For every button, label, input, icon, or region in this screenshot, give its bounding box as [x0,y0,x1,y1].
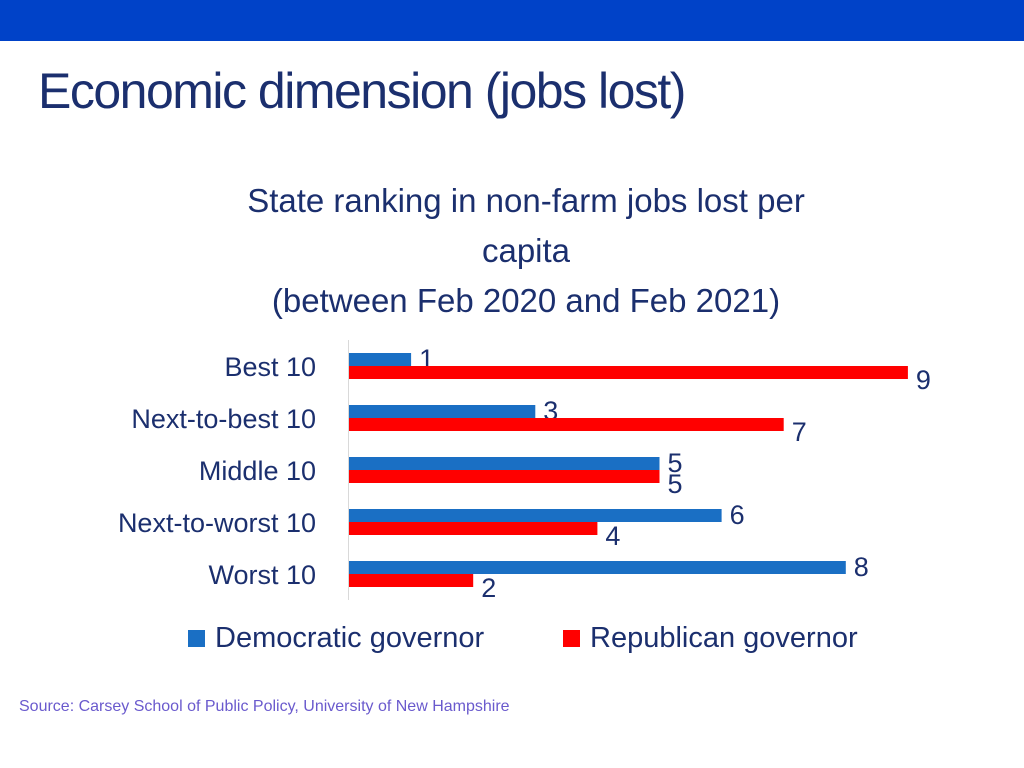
bar-democratic [349,509,722,522]
category-label: Worst 10 [208,560,316,590]
legend-label-democratic: Democratic governor [215,622,485,654]
data-label-republican: 5 [668,469,683,499]
legend-swatch-democratic [188,630,205,647]
legend-swatch-republican [563,630,580,647]
data-label-republican: 9 [916,365,931,395]
chart-title-line-3: (between Feb 2020 and Feb 2021) [271,282,781,319]
bar-republican [349,418,784,431]
data-label-republican: 4 [605,521,620,551]
bar-democratic [349,561,846,574]
data-label-democratic: 5 [668,448,683,478]
chart-title: State ranking in non-farm jobs lost per … [176,176,876,326]
data-label-republican: 2 [481,573,496,603]
data-label-democratic: 6 [730,500,745,530]
bar-republican [349,522,598,535]
bar-democratic [349,405,536,418]
header-bar [0,0,1024,41]
category-label: Middle 10 [199,456,316,486]
chart-title-line-1: State ranking in non-farm jobs lost per [247,182,805,219]
legend-label-republican: Republican governor [590,622,858,654]
source-note: Source: Carsey School of Public Policy, … [19,698,510,715]
category-label: Next-to-worst 10 [118,508,316,538]
bar-republican [349,470,660,483]
data-label-republican: 7 [792,417,807,447]
bar-republican [349,366,908,379]
chart-title-line-2: capita [481,232,571,269]
bar-democratic [349,457,660,470]
data-label-democratic: 8 [854,552,869,582]
bar-democratic [349,353,412,366]
category-label: Best 10 [224,352,316,382]
bar-republican [349,574,474,587]
legend-item-democratic: Democratic governor [188,622,484,655]
slide-title: Economic dimension (jobs lost) [38,63,686,119]
legend-item-republican: Republican governor [563,622,858,655]
category-label: Next-to-best 10 [131,404,316,434]
